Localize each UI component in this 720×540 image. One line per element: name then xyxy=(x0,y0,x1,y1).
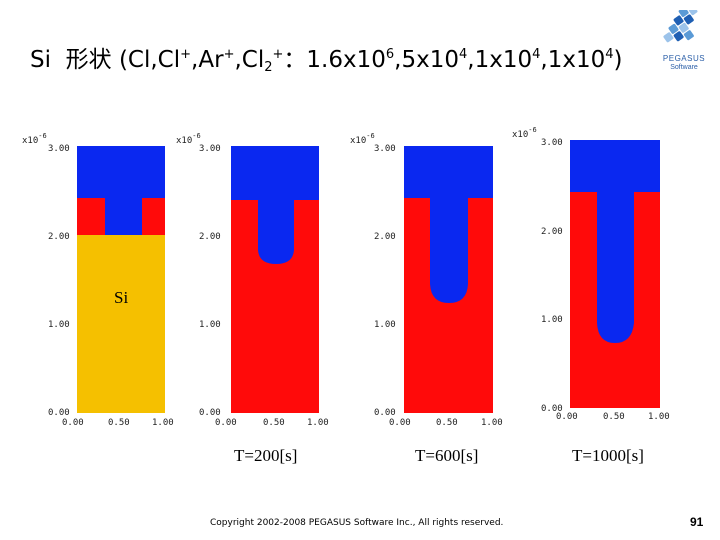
panel-1-y-tick: 2.00 xyxy=(48,232,70,242)
title-flux-4: ,1x10 xyxy=(540,47,606,73)
panel-4-y-tick: 1.00 xyxy=(541,315,563,325)
title-ions: Cl,Cl xyxy=(127,47,181,73)
panel-4-y-tick: 3.00 xyxy=(541,138,563,148)
title-charge-1: + xyxy=(180,47,192,62)
panel-3-y-tick: 0.00 xyxy=(374,408,396,418)
panel-1-x-tick: 0.00 xyxy=(62,418,84,428)
panel-1-mask-right xyxy=(142,198,165,235)
panel-1-silicon xyxy=(77,235,165,413)
panel-4-y-tick: 2.00 xyxy=(541,227,563,237)
panel-1-exponent: x10-6 xyxy=(22,132,47,146)
panel-1-y-tick: 0.00 xyxy=(48,408,70,418)
title-paren-close: ) xyxy=(613,47,623,73)
title-ar: ,Ar xyxy=(191,47,224,73)
title-paren-open: ( xyxy=(118,47,128,73)
title-flux-2: ,5x10 xyxy=(394,47,459,73)
panel-1-y-tick: 1.00 xyxy=(48,320,70,330)
pegasus-logo-icon xyxy=(663,10,698,43)
time-label-200: T=200[s] xyxy=(234,446,298,465)
panel-4-etch-profile xyxy=(570,140,660,343)
panel-3-x-tick: 1.00 xyxy=(481,418,503,428)
logo-sub: Software xyxy=(670,64,698,71)
panel-3-y-tick: 3.00 xyxy=(374,144,396,154)
time-label-1000: T=1000[s] xyxy=(572,446,644,465)
panel-2-x-tick: 0.00 xyxy=(215,418,237,428)
panel-3-y-tick: 1.00 xyxy=(374,320,396,330)
panel-3-x-tick: 0.50 xyxy=(436,418,458,428)
time-label-600: T=600[s] xyxy=(415,446,479,465)
title-flux-3-exp: 4 xyxy=(532,47,541,62)
title-flux-3: ,1x10 xyxy=(467,47,533,73)
panel-1-opening xyxy=(105,198,142,235)
panel-2-exponent: x10-6 xyxy=(176,132,201,146)
panel-2-x-tick: 1.00 xyxy=(307,418,329,428)
title-element: Si xyxy=(30,47,51,73)
panel-t200 xyxy=(231,146,319,413)
copyright: Copyright 2002-2008 PEGASUS Software Inc… xyxy=(210,518,504,528)
panel-3-y-tick: 2.00 xyxy=(374,232,396,242)
title-charge-3: + xyxy=(272,47,284,62)
panel-t1000 xyxy=(570,140,660,408)
panel-1-mask xyxy=(77,146,165,198)
title-charge-2: + xyxy=(223,47,235,62)
logo-name: PEGASUS xyxy=(662,54,706,63)
title-subscript: 2 xyxy=(264,60,273,75)
panel-t600 xyxy=(404,146,493,413)
panel-4-x-tick: 1.00 xyxy=(648,412,670,422)
panel-4-x-tick: 0.00 xyxy=(556,412,578,422)
panel-2-etch-profile xyxy=(231,146,319,264)
si-label: Si xyxy=(114,288,129,307)
panel-2-x-tick: 0.50 xyxy=(263,418,285,428)
panel-4-x-tick: 0.50 xyxy=(603,412,625,422)
panel-1-x-tick: 0.50 xyxy=(108,418,130,428)
panel-initial xyxy=(77,146,165,413)
title-flux-4-exp: 4 xyxy=(605,47,614,62)
panel-2-y-tick: 1.00 xyxy=(199,320,221,330)
title-flux-2-exp: 4 xyxy=(459,47,468,62)
title-flux-1-exp: 6 xyxy=(385,47,395,62)
title-shape-label: 形状 xyxy=(65,47,112,73)
panel-1-x-tick: 1.00 xyxy=(152,418,174,428)
panel-2-y-tick: 3.00 xyxy=(199,144,221,154)
title-colon: ： xyxy=(283,47,307,73)
panel-2-y-tick: 0.00 xyxy=(199,408,221,418)
panel-1-mask-left xyxy=(77,198,105,235)
title-flux-1: 1.6x10 xyxy=(306,47,386,73)
panel-4-y-tick: 0.00 xyxy=(541,404,563,414)
panel-1-y-tick: 3.00 xyxy=(48,144,70,154)
title-cl2: ,Cl xyxy=(234,47,265,73)
slide-title: Si 形状 (Cl,Cl+,Ar+,Cl2+：1.6x106,5x104,1x1… xyxy=(30,40,622,75)
panel-4-exponent: x10-6 xyxy=(512,126,537,140)
panel-3-etch-profile xyxy=(404,146,493,303)
panel-3-exponent: x10-6 xyxy=(350,132,375,146)
panel-3-x-tick: 0.00 xyxy=(389,418,411,428)
axis-labels: x10-6 3.00 2.00 1.00 0.00 0.00 0.50 1.00… xyxy=(22,126,670,428)
panel-2-y-tick: 2.00 xyxy=(199,232,221,242)
page-number: 91 xyxy=(690,515,704,529)
